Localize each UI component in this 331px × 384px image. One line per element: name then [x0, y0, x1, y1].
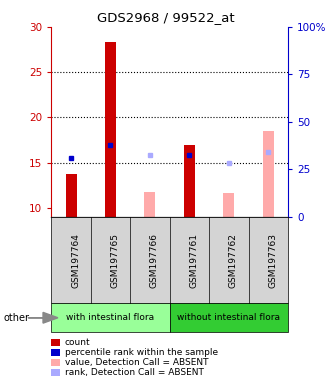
Bar [263, 131, 274, 217]
Text: GSM197763: GSM197763 [268, 233, 277, 288]
Bar [105, 42, 116, 217]
Text: count: count [65, 338, 90, 347]
Text: without intestinal flora: without intestinal flora [177, 313, 280, 322]
Text: value, Detection Call = ABSENT: value, Detection Call = ABSENT [65, 358, 208, 367]
Text: GSM197765: GSM197765 [111, 233, 119, 288]
Text: GSM197764: GSM197764 [71, 233, 80, 288]
Text: with intestinal flora: with intestinal flora [67, 313, 155, 322]
Text: percentile rank within the sample: percentile rank within the sample [65, 348, 218, 357]
Text: GSM197761: GSM197761 [189, 233, 198, 288]
Bar [144, 192, 156, 217]
Text: GDS2968 / 99522_at: GDS2968 / 99522_at [97, 12, 234, 25]
Bar [223, 192, 234, 217]
Text: GSM197766: GSM197766 [150, 233, 159, 288]
Text: GSM197762: GSM197762 [229, 233, 238, 288]
Bar [184, 144, 195, 217]
Bar [66, 174, 76, 217]
Text: other: other [3, 313, 29, 323]
Text: rank, Detection Call = ABSENT: rank, Detection Call = ABSENT [65, 368, 204, 377]
